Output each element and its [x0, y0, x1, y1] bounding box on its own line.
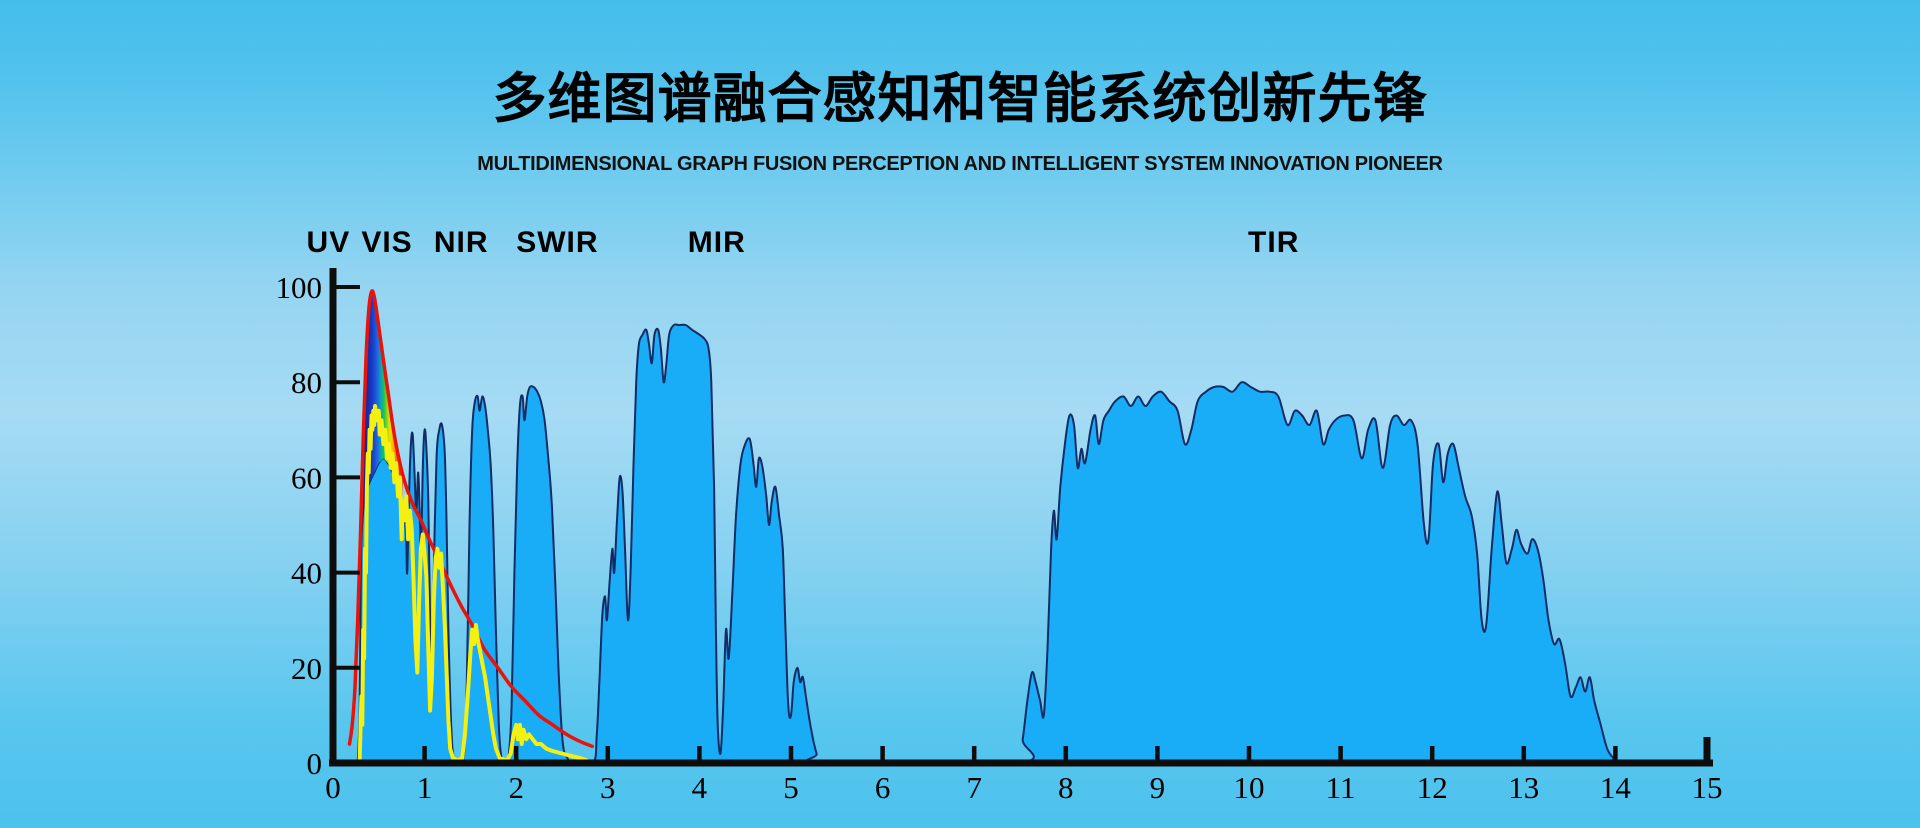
x-tick-label: 3 [600, 770, 616, 805]
x-tick-label: 1 [417, 770, 433, 805]
x-tick-label: 9 [1150, 770, 1166, 805]
y-tick-label: 20 [291, 651, 322, 686]
band-label-swir: SWIR [516, 226, 598, 259]
x-tick-label: 2 [508, 770, 524, 805]
x-tick-label: 11 [1326, 770, 1356, 805]
y-tick-label: 60 [291, 460, 322, 495]
x-tick-label: 13 [1508, 770, 1539, 805]
page-subtitle: MULTIDIMENSIONAL GRAPH FUSION PERCEPTION… [477, 153, 1443, 175]
y-tick-label: 100 [276, 270, 323, 305]
x-tick-label: 10 [1234, 770, 1265, 805]
page-title: 多维图谱融合感知和智能系统创新先锋 [492, 69, 1428, 129]
atmospheric-transmission-area [356, 323, 1708, 765]
x-tick-label: 6 [875, 770, 891, 805]
band-labels: UV VIS NIR SWIR MIR TIR [307, 226, 1299, 259]
band-label-tir: TIR [1248, 226, 1299, 259]
x-tick-label: 14 [1600, 770, 1632, 805]
band-label-mir: MIR [688, 226, 746, 259]
y-tick-label: 80 [291, 365, 322, 400]
solar-envelope-curve [347, 289, 594, 749]
y-tick-label: 0 [307, 746, 323, 781]
ground-solar-curve [357, 404, 589, 764]
visible-band-rainbow [361, 290, 403, 540]
x-tick-label: 7 [966, 770, 982, 805]
band-label-vis: VIS [361, 226, 412, 259]
axes [329, 268, 1713, 767]
band-label-uv: UV [307, 226, 351, 259]
y-tick-label: 40 [291, 556, 322, 591]
x-tick-label: 4 [692, 770, 708, 805]
x-tick-label: 0 [325, 770, 341, 805]
x-tick-label: 8 [1058, 770, 1074, 805]
x-tick-label: 5 [783, 770, 799, 805]
band-label-nir: NIR [434, 226, 489, 259]
x-tick-label: 15 [1692, 770, 1723, 805]
x-tick-label: 12 [1417, 770, 1448, 805]
